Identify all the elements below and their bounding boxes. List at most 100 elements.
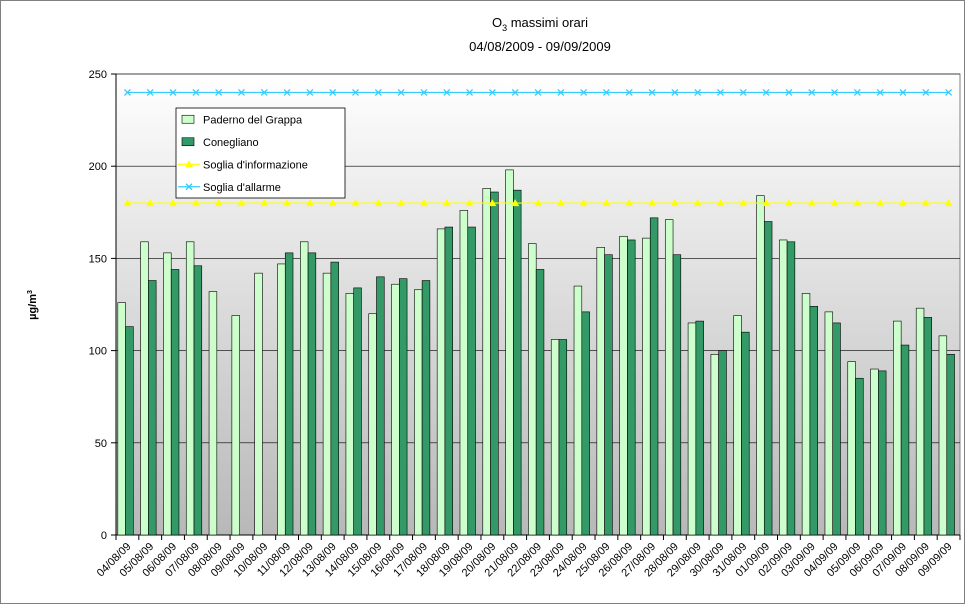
bar (558, 339, 568, 536)
bar (277, 263, 286, 536)
marker (511, 88, 519, 96)
marker (397, 88, 405, 96)
bar (619, 235, 628, 536)
bar (307, 252, 317, 536)
marker (784, 199, 793, 207)
bar (535, 269, 545, 536)
marker (922, 88, 930, 96)
marker (260, 88, 268, 96)
bar (938, 335, 948, 536)
bar (345, 293, 354, 536)
bar (482, 188, 491, 536)
marker (123, 88, 131, 96)
marker (830, 199, 839, 207)
bar (900, 344, 910, 536)
marker (169, 88, 177, 96)
bar (604, 254, 613, 536)
y-tick-label: 150 (89, 253, 107, 265)
bar (649, 217, 659, 536)
marker (831, 88, 839, 96)
marker (579, 199, 588, 207)
marker (648, 199, 657, 207)
bar (550, 339, 560, 536)
bar (140, 241, 149, 536)
bar (801, 293, 811, 536)
bar (664, 219, 674, 536)
marker (625, 88, 633, 96)
bar (855, 377, 864, 536)
bar (672, 254, 682, 536)
bar (391, 283, 400, 536)
marker (351, 199, 360, 207)
marker (557, 88, 565, 96)
marker (283, 199, 292, 207)
marker (123, 199, 132, 207)
marker (397, 199, 406, 207)
marker (534, 199, 542, 207)
bar (300, 241, 309, 536)
bar (779, 239, 788, 536)
bar (368, 313, 377, 536)
bar (733, 315, 742, 536)
marker (283, 88, 291, 96)
legend-swatch (181, 114, 195, 124)
bar (467, 226, 476, 536)
marker (602, 88, 610, 96)
bar (513, 189, 522, 536)
bar (490, 191, 499, 536)
y-axis-label: µg/m3 (27, 290, 39, 320)
marker (305, 199, 314, 207)
legend-box (175, 107, 346, 199)
bar (148, 280, 157, 536)
bar (573, 285, 583, 536)
bar (809, 306, 818, 536)
marker (921, 199, 930, 207)
legend-swatch (181, 137, 195, 147)
bar (763, 221, 773, 536)
bar (878, 370, 887, 536)
bar (741, 331, 750, 536)
bar (627, 239, 636, 536)
y-tick-label: 250 (89, 69, 107, 81)
marker (185, 160, 193, 168)
bar (710, 353, 719, 536)
bar (330, 261, 339, 536)
bar (505, 169, 514, 536)
bar (847, 361, 856, 536)
bar (687, 322, 697, 536)
marker (146, 199, 155, 207)
bar (946, 353, 955, 536)
marker (670, 199, 679, 207)
marker (185, 183, 193, 191)
marker (694, 88, 702, 96)
marker (671, 88, 679, 96)
y-tick-label: 50 (95, 438, 107, 450)
bar (756, 195, 765, 536)
marker (717, 88, 724, 96)
marker (762, 199, 771, 207)
bar (893, 320, 902, 536)
bar (414, 289, 423, 536)
marker (534, 88, 542, 96)
marker (511, 199, 520, 207)
marker (420, 88, 428, 96)
marker (693, 199, 702, 207)
legend-label: Conegliano (203, 137, 259, 149)
marker (374, 88, 382, 96)
y-tick-label: 100 (89, 346, 107, 358)
marker (762, 88, 770, 96)
marker (556, 199, 565, 207)
marker (944, 199, 953, 207)
chart-title: O3 massimi orari (492, 15, 588, 33)
bar (642, 237, 651, 536)
marker (191, 199, 200, 207)
bar (870, 368, 879, 536)
bar (208, 291, 218, 536)
marker (328, 199, 337, 207)
y-tick-label: 0 (101, 530, 107, 542)
marker (169, 199, 178, 207)
bar (832, 322, 841, 536)
marker (899, 88, 907, 96)
bar (421, 280, 431, 536)
